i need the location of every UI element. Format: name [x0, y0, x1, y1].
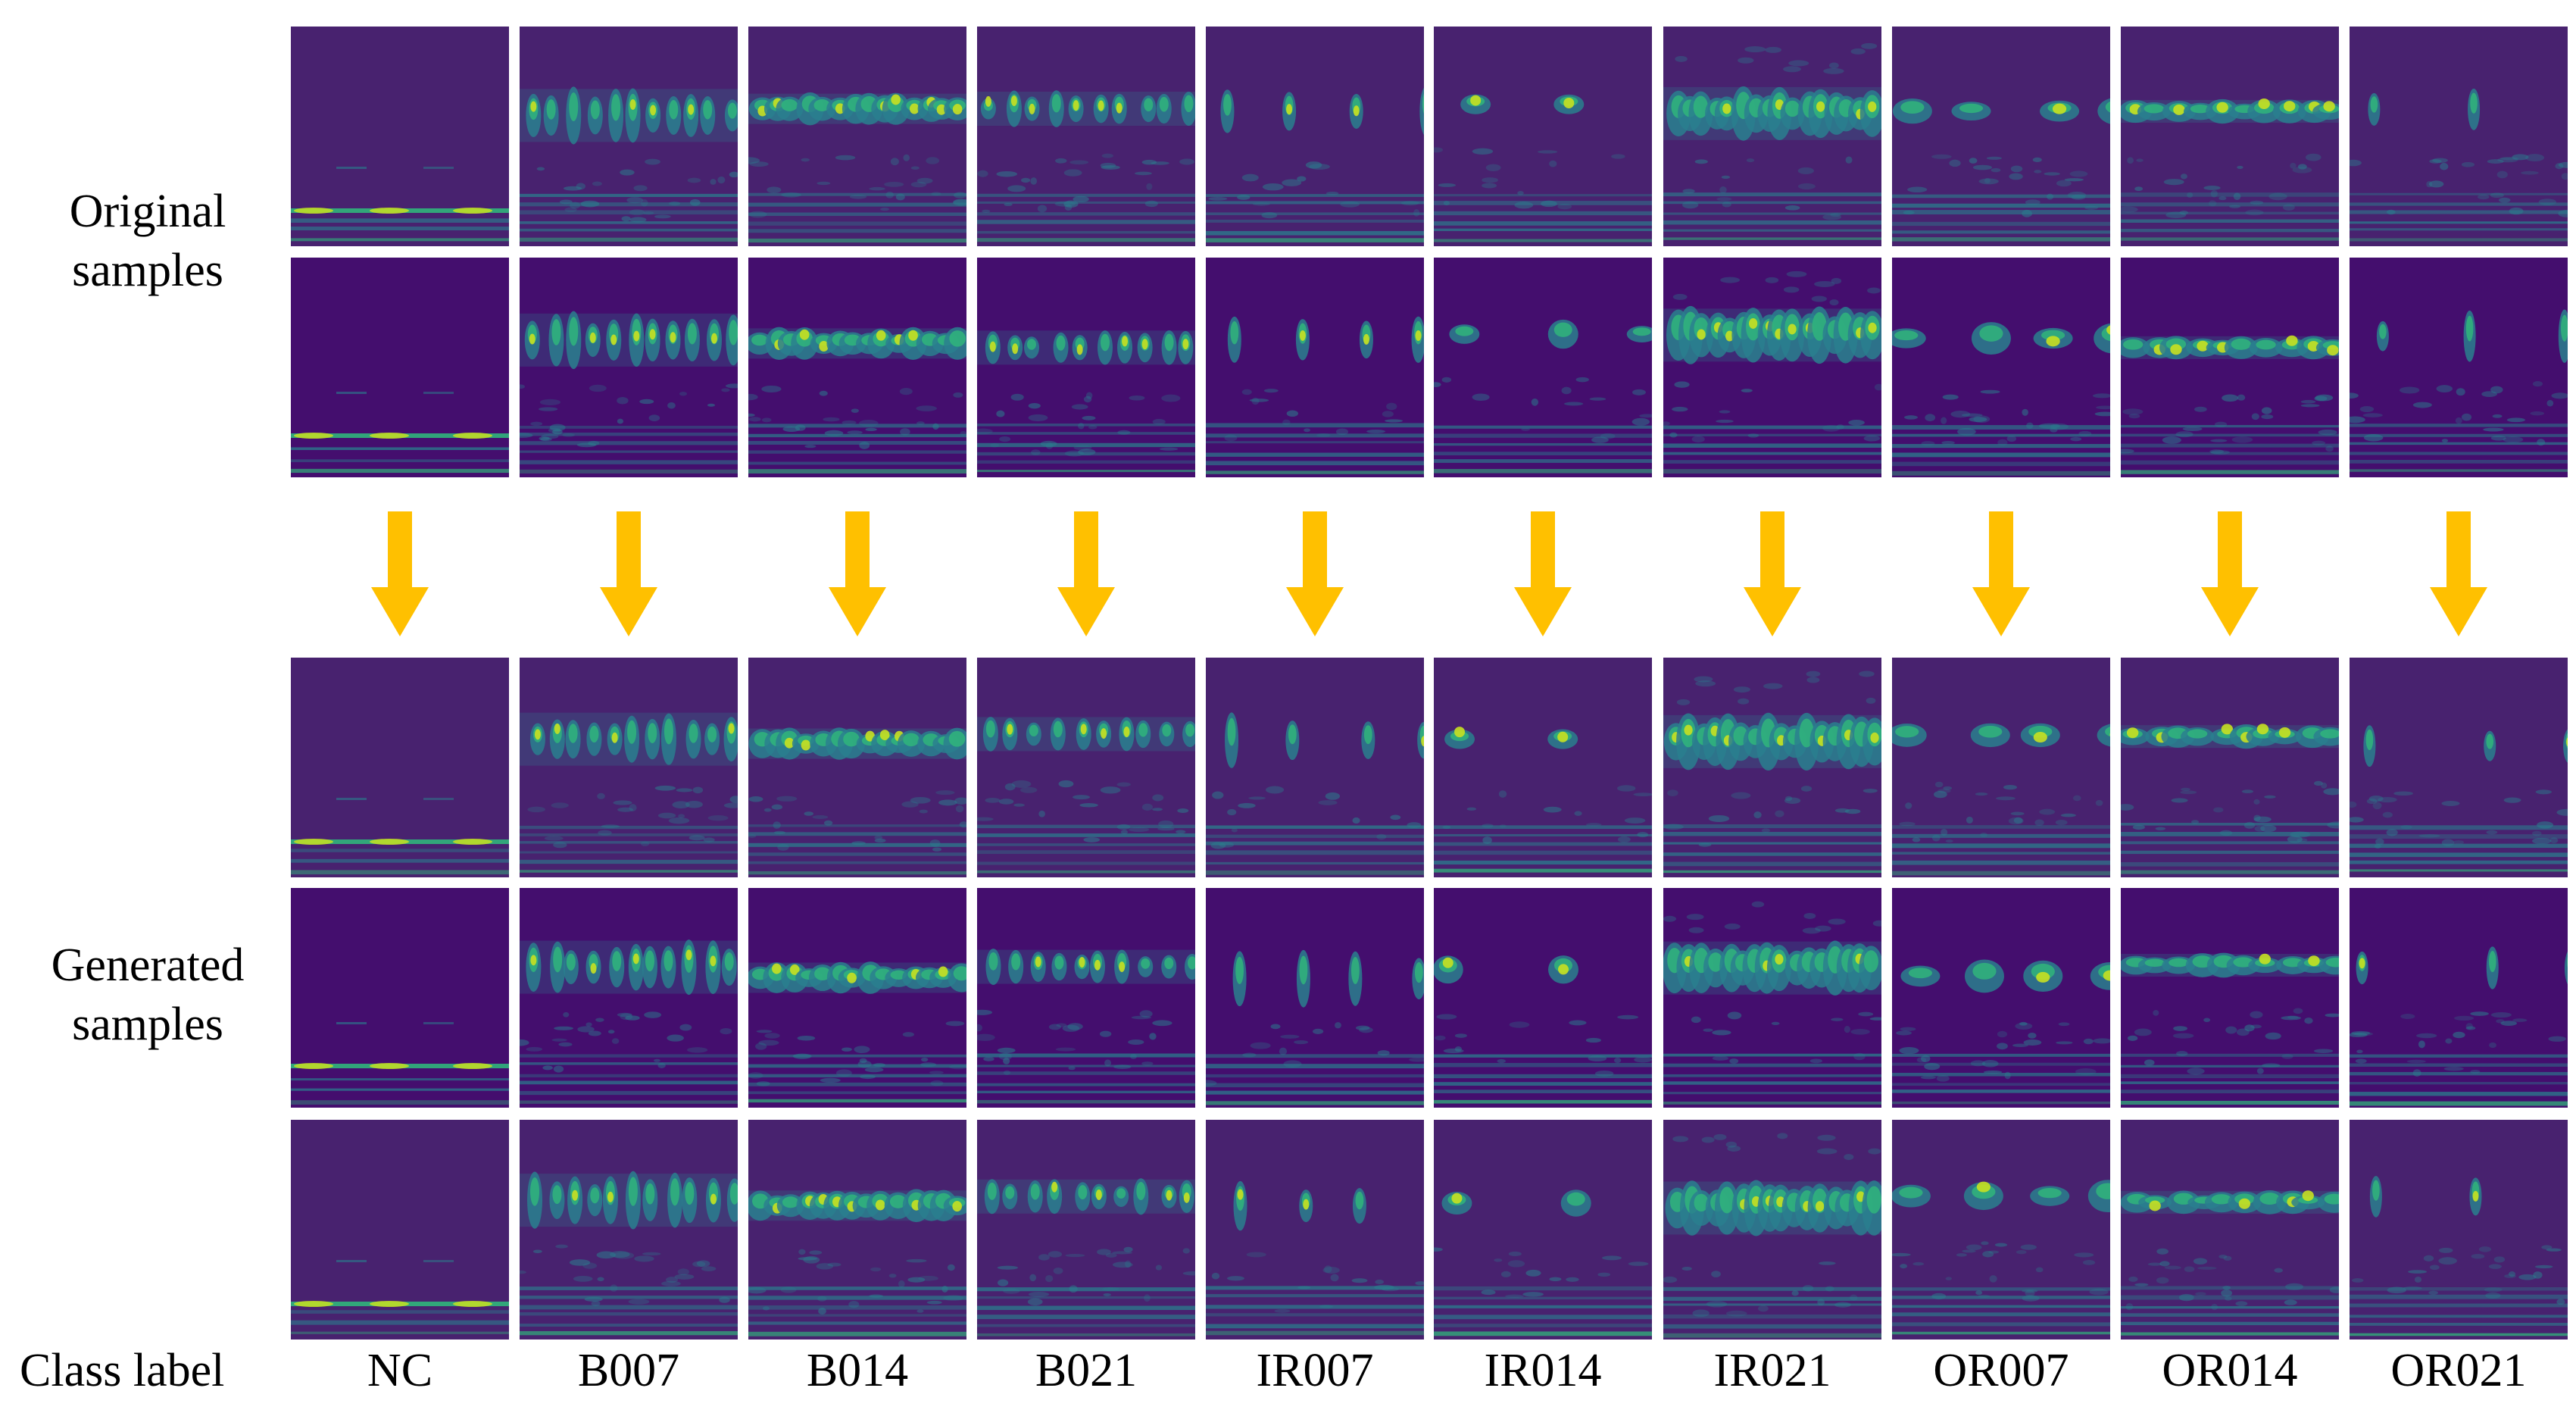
spectrogram-IR014-generated-3: [1434, 1120, 1652, 1340]
spectrogram-IR014-original-1: [1434, 27, 1652, 246]
spectrogram-OR014-generated-3: [2121, 1120, 2339, 1340]
class-label-ir014: IR014: [1484, 1345, 1602, 1396]
class-label-or007: OR007: [1933, 1345, 2069, 1396]
spectrogram-OR007-generated-2: [1892, 888, 2110, 1108]
spectrogram-OR007-original-1: [1892, 27, 2110, 246]
spectrogram-NC-generated-1: [291, 658, 509, 877]
spectrogram-OR021-generated-1: [2350, 658, 2568, 877]
spectrogram-B007-original-1: [520, 27, 738, 246]
class-label-b021: B021: [1035, 1345, 1138, 1396]
spectrogram-IR021-generated-1: [1663, 658, 1881, 877]
spectrogram-NC-generated-2: [291, 888, 509, 1108]
spectrogram-B007-generated-1: [520, 658, 738, 877]
down-arrow-icon: [2201, 511, 2259, 636]
spectrogram-B014-generated-3: [748, 1120, 966, 1340]
spectrogram-B014-original-1: [748, 27, 966, 246]
spectrogram-IR014-generated-2: [1434, 888, 1652, 1108]
class-label-b014: B014: [806, 1345, 909, 1396]
spectrogram-OR021-original-2: [2350, 258, 2568, 477]
spectrogram-NC-generated-3: [291, 1120, 509, 1340]
spectrogram-NC-original-1: [291, 27, 509, 246]
spectrogram-B007-generated-2: [520, 888, 738, 1108]
spectrogram-IR021-original-2: [1663, 258, 1881, 477]
spectrogram-OR021-generated-2: [2350, 888, 2568, 1108]
spectrogram-B021-generated-2: [977, 888, 1195, 1108]
spectrogram-OR007-original-2: [1892, 258, 2110, 477]
spectrogram-B014-generated-2: [748, 888, 966, 1108]
spectrogram-IR007-generated-3: [1206, 1120, 1424, 1340]
spectrogram-IR021-generated-2: [1663, 888, 1881, 1108]
spectrogram-OR021-generated-3: [2350, 1120, 2568, 1340]
spectrogram-IR007-original-2: [1206, 258, 1424, 477]
spectrogram-OR014-original-1: [2121, 27, 2339, 246]
spectrogram-OR014-generated-1: [2121, 658, 2339, 877]
spectrogram-IR014-original-2: [1434, 258, 1652, 477]
down-arrow-icon: [1514, 511, 1572, 636]
class-label-title: Class label: [20, 1345, 225, 1396]
spectrogram-OR007-generated-1: [1892, 658, 2110, 877]
original-label-line2: samples: [72, 245, 223, 296]
spectrogram-OR014-generated-2: [2121, 888, 2339, 1108]
down-arrow-icon: [600, 511, 657, 636]
spectrogram-OR007-generated-3: [1892, 1120, 2110, 1340]
spectrogram-B021-generated-1: [977, 658, 1195, 877]
class-label-ir021: IR021: [1713, 1345, 1831, 1396]
spectrogram-IR007-original-1: [1206, 27, 1424, 246]
down-arrow-icon: [371, 511, 429, 636]
spectrogram-NC-original-2: [291, 258, 509, 477]
spectrogram-B007-original-2: [520, 258, 738, 477]
generated-label-line1: Generated: [51, 939, 245, 991]
spectrogram-IR021-generated-3: [1663, 1120, 1881, 1340]
down-arrow-icon: [1744, 511, 1801, 636]
class-label-or014: OR014: [2162, 1345, 2298, 1396]
spectrogram-B014-original-2: [748, 258, 966, 477]
original-samples-label: Original samples: [15, 182, 280, 300]
original-label-line1: Original: [69, 186, 226, 237]
spectrogram-B021-original-1: [977, 27, 1195, 246]
down-arrow-icon: [1057, 511, 1115, 636]
spectrogram-IR007-generated-1: [1206, 658, 1424, 877]
class-label-b007: B007: [577, 1345, 680, 1396]
generated-samples-label: Generated samples: [15, 936, 280, 1054]
class-label-nc: NC: [367, 1345, 433, 1396]
spectrogram-IR021-original-1: [1663, 27, 1881, 246]
spectrogram-OR014-original-2: [2121, 258, 2339, 477]
spectrogram-B007-generated-3: [520, 1120, 738, 1340]
spectrogram-B014-generated-1: [748, 658, 966, 877]
spectrogram-OR021-original-1: [2350, 27, 2568, 246]
down-arrow-icon: [829, 511, 886, 636]
class-label-ir007: IR007: [1256, 1345, 1374, 1396]
spectrogram-B021-generated-3: [977, 1120, 1195, 1340]
spectrogram-IR014-generated-1: [1434, 658, 1652, 877]
spectrogram-B021-original-2: [977, 258, 1195, 477]
class-label-or021: OR021: [2390, 1345, 2527, 1396]
generated-label-line2: samples: [72, 999, 223, 1050]
down-arrow-icon: [1286, 511, 1344, 636]
down-arrow-icon: [1972, 511, 2030, 636]
spectrogram-IR007-generated-2: [1206, 888, 1424, 1108]
down-arrow-icon: [2430, 511, 2487, 636]
